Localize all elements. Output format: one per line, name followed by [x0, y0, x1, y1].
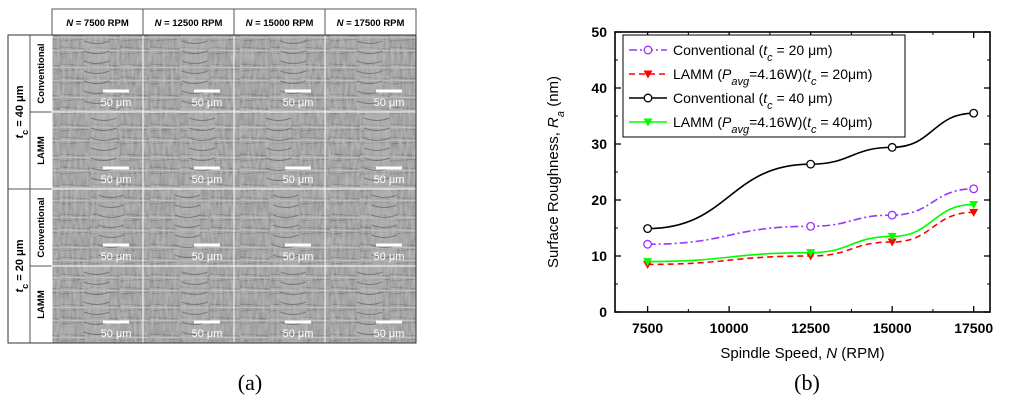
sem-micrograph: 50 μm	[233, 34, 326, 113]
legend-item: LAMM (Pavg=4.16W)(tc = 40μm)	[629, 114, 872, 136]
x-tick-label: 17500	[954, 320, 993, 336]
row-label: LAMM	[36, 290, 47, 319]
y-tick-label: 0	[599, 304, 607, 320]
sem-micrograph: 50 μm	[324, 265, 417, 344]
x-tick-label: 7500	[632, 320, 663, 336]
scale-bar-label: 50 μm	[283, 251, 314, 263]
legend-item: Conventional (tc = 40 μm)	[629, 90, 832, 112]
x-tick-label: 12500	[791, 320, 830, 336]
sem-micrograph: 50 μm	[142, 188, 235, 267]
sem-micrograph: 50 μm	[233, 188, 326, 267]
x-axis-label: Spindle Speed, N (RPM)	[720, 345, 884, 362]
sem-micrograph: 50 μm	[324, 188, 417, 267]
panel-b-caption: (b)	[794, 370, 820, 395]
legend-box	[622, 34, 906, 138]
sem-image-grid-panel: N = 7500 RPM N = 12500 RPM N = 15000 RPM N …	[7, 8, 417, 395]
data-point	[806, 159, 816, 169]
scale-bar-label: 50 μm	[192, 174, 223, 186]
data-point	[969, 108, 979, 118]
legend-label: LAMM (Pavg=4.16W)(tc = 40μm)	[673, 114, 872, 136]
group-label: tc = 40 μm	[14, 85, 30, 138]
x-tick-label: 10000	[710, 320, 749, 336]
legend-label: LAMM (Pavg=4.16W)(tc = 20μm)	[673, 66, 872, 88]
row-label: Conventional	[36, 197, 47, 257]
surface-roughness-chart-panel: 7500 10000 12500 15000 17500 0 10 20 30 40 50 Spind…	[530, 0, 1025, 403]
y-tick-label: 30	[591, 136, 607, 152]
y-tick-label: 40	[591, 80, 607, 96]
sem-micrograph: 50 μm	[142, 265, 235, 344]
data-point	[887, 142, 897, 152]
scale-bar-label: 50 μm	[101, 174, 132, 186]
series	[643, 184, 979, 249]
scale-bar-label: 50 μm	[374, 174, 405, 186]
row-label: LAMM	[36, 136, 47, 165]
series-line	[647, 188, 974, 246]
scale-bar-label: 50 μm	[192, 251, 223, 263]
series-line	[647, 203, 974, 263]
sem-micrograph: 50 μm	[142, 34, 235, 113]
sem-micrograph: 50 μm	[51, 111, 144, 190]
data-point	[643, 258, 653, 267]
scale-bar-label: 50 μm	[101, 328, 132, 340]
sem-micrograph: 50 μm	[51, 188, 144, 267]
sem-micrograph: 50 μm	[233, 265, 326, 344]
sem-micrograph: 50 μm	[51, 34, 144, 113]
column-header: N = 15000 RPM	[246, 18, 314, 29]
legend-item: Conventional (tc = 20 μm)	[629, 42, 832, 64]
series-line	[647, 211, 974, 266]
group-label: tc = 20 μm	[14, 239, 30, 292]
y-tick-label: 20	[591, 192, 607, 208]
scale-bar-label: 50 μm	[283, 328, 314, 340]
data-point	[643, 224, 653, 234]
series-line	[647, 112, 974, 230]
sem-micrograph: 50 μm	[324, 34, 417, 113]
data-point	[887, 238, 897, 247]
sem-micrograph: 50 μm	[51, 265, 144, 344]
data-point	[887, 210, 897, 220]
scale-bar-label: 50 μm	[374, 328, 405, 340]
y-tick-label: 10	[591, 248, 607, 264]
y-tick-label: 50	[591, 24, 607, 40]
data-point	[887, 232, 897, 241]
data-point	[643, 239, 653, 249]
scale-bar-label: 50 μm	[192, 328, 223, 340]
data-point	[969, 184, 979, 194]
x-tick-label: 15000	[873, 320, 912, 336]
sem-micrograph: 50 μm	[142, 111, 235, 190]
series	[643, 200, 979, 267]
sem-micrograph: 50 μm	[324, 111, 417, 190]
row-label: Conventional	[36, 43, 47, 103]
column-header: N = 7500 RPM	[66, 18, 129, 29]
scale-bar-label: 50 μm	[192, 97, 223, 109]
data-point	[969, 200, 979, 209]
data-point	[806, 249, 816, 258]
sem-image-grid: N = 7500 RPM N = 12500 RPM N = 15000 RPM N …	[7, 8, 417, 395]
scale-bar-label: 50 μm	[283, 174, 314, 186]
surface-roughness-chart: 7500 10000 12500 15000 17500 0 10 20 30 40 50 Spind…	[545, 24, 993, 395]
scale-bar-label: 50 μm	[374, 251, 405, 263]
y-axis-label: Surface Roughness, Ra (nm)	[545, 76, 567, 268]
data-point	[806, 221, 816, 231]
sem-micrograph: 50 μm	[233, 111, 326, 190]
legend-label: Conventional (tc = 40 μm)	[673, 90, 832, 112]
scale-bar-label: 50 μm	[283, 97, 314, 109]
legend-item: LAMM (Pavg=4.16W)(tc = 20μm)	[629, 66, 872, 88]
column-header: N = 17500 RPM	[337, 18, 405, 29]
series	[643, 108, 979, 234]
legend-label: Conventional (tc = 20 μm)	[673, 42, 832, 64]
scale-bar-label: 50 μm	[374, 97, 405, 109]
column-header: N = 12500 RPM	[155, 18, 223, 29]
scale-bar-label: 50 μm	[101, 97, 132, 109]
scale-bar-label: 50 μm	[101, 251, 132, 263]
data-point	[969, 208, 979, 217]
panel-a-caption: (a)	[238, 370, 262, 395]
